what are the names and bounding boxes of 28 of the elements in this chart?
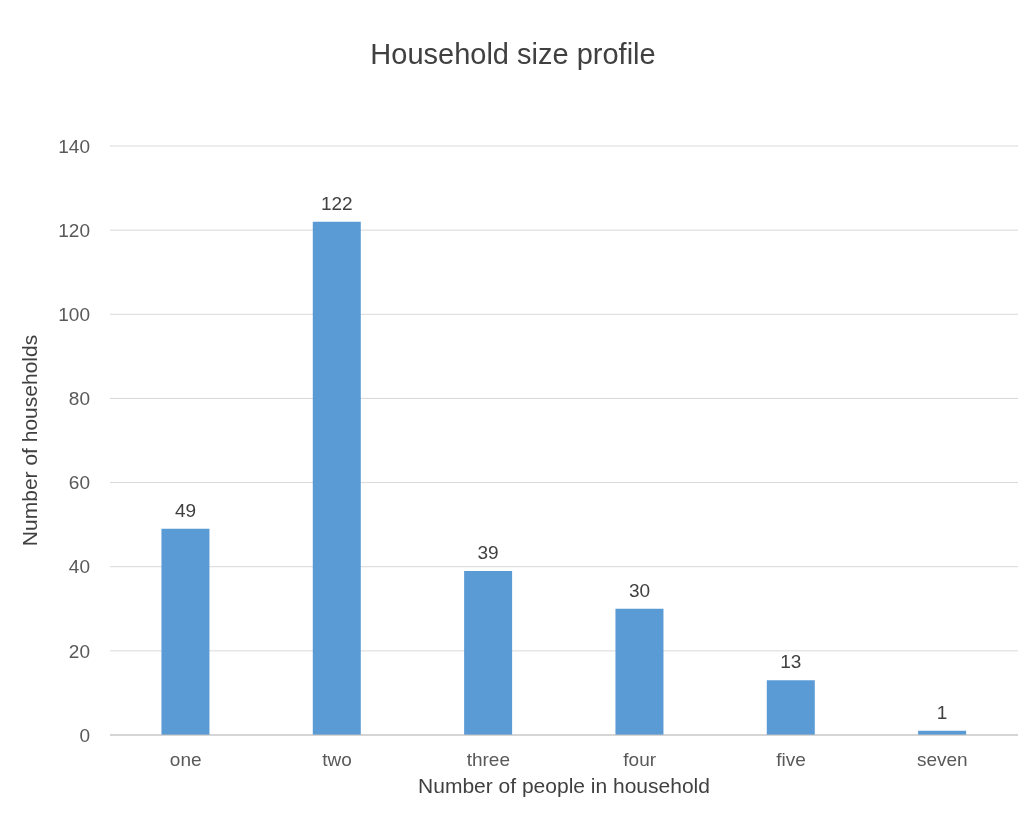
bar <box>464 570 513 735</box>
chart-title: Household size profile <box>369 38 657 71</box>
y-tick-label: 120 <box>58 219 90 241</box>
x-axis-title: Number of people in household <box>418 774 710 797</box>
data-label: 13 <box>780 651 802 673</box>
x-tick-label: one <box>169 749 202 771</box>
bar <box>766 680 815 735</box>
x-tick-label: three <box>466 749 510 771</box>
x-tick-label: two <box>322 749 352 771</box>
x-tick-label: five <box>776 749 806 771</box>
bar <box>161 528 210 735</box>
y-tick-label: 60 <box>68 472 90 494</box>
y-axis-title: Number of households <box>18 334 42 547</box>
x-tick-label: seven <box>916 749 968 771</box>
data-label: 1 <box>936 701 948 723</box>
bar <box>615 608 664 735</box>
x-tick-label: four <box>623 749 657 771</box>
y-tick-label: 100 <box>58 304 90 326</box>
y-tick-label: 140 <box>58 135 90 157</box>
bar <box>312 221 361 735</box>
y-tick-label: 80 <box>68 388 90 410</box>
data-label: 49 <box>174 499 197 521</box>
data-label: 122 <box>320 192 353 214</box>
data-label: 30 <box>628 579 651 601</box>
y-tick-label: 0 <box>79 724 90 746</box>
y-tick-label: 40 <box>68 556 90 578</box>
data-label: 39 <box>477 541 499 563</box>
y-tick-label: 20 <box>68 640 90 662</box>
